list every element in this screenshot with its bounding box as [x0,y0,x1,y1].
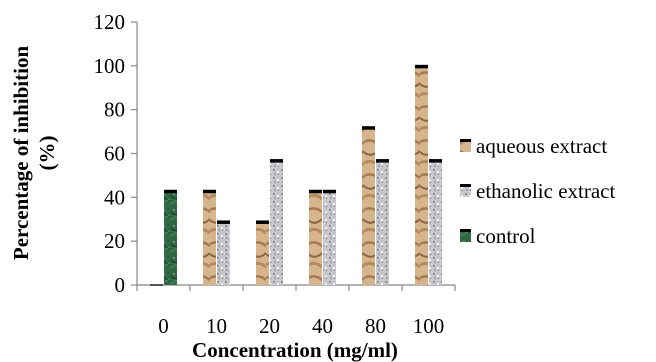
y-tick-label: 60 [104,142,125,166]
x-tick-label: 20 [259,314,280,338]
x-tick-label: 40 [312,314,333,338]
x-tick-label: 80 [365,314,386,338]
bar-cap [415,64,428,69]
legend-swatch-control [460,230,471,242]
bar-ethanolic-extract-20 [270,160,283,285]
bar-cap [376,159,389,163]
bar-ethanolic-extract-10 [217,221,230,285]
bar-cap [323,189,336,194]
y-axis-title-line1: Percentage of inhibition [9,46,33,261]
legend-label-ethanolic-extract: ethanolic extract [476,179,616,203]
y-tick-label: 120 [94,10,126,34]
bar-cap [309,189,322,194]
legend-swatch-cap [460,184,471,187]
bar-ethanolic-extract-100 [429,160,442,285]
bar-aqueous-extract-10 [203,190,216,285]
x-axis-title: Concentration (mg/ml) [192,338,398,362]
bar-cap [203,189,216,194]
bar-cap [270,159,283,163]
bar-ethanolic-extract-40 [323,190,336,285]
bar-cap [429,159,442,163]
bar-cap [362,126,375,130]
y-tick-label: 80 [104,98,125,122]
legend-swatch-aqueous-extract [460,140,471,152]
bar-aqueous-extract-40 [309,190,322,285]
legend-swatch-cap [460,229,471,232]
x-tick-label: 0 [158,314,169,338]
bar-cap [217,220,230,224]
legend-swatch-ethanolic-extract [460,185,471,197]
bar-aqueous-extract-80 [362,127,375,285]
y-tick-label: 20 [104,229,125,253]
legend-label-control: control [476,224,536,248]
bar-cap [256,220,269,224]
x-tick-label: 10 [206,314,227,338]
bar-ethanolic-extract-80 [376,160,389,285]
bar-cap [164,189,177,194]
x-tick-label: 100 [413,314,445,338]
bar-control-0 [164,190,177,285]
y-tick-label: 100 [94,54,126,78]
legend-swatch-cap [460,139,471,142]
bar-aqueous-extract-20 [256,221,269,285]
y-tick-label: 40 [104,185,125,209]
bar-aqueous-extract-100 [415,65,428,285]
y-axis-title-line2: (%) [35,136,59,171]
legend-label-aqueous-extract: aqueous extract [476,134,607,158]
y-tick-label: 0 [115,273,126,297]
